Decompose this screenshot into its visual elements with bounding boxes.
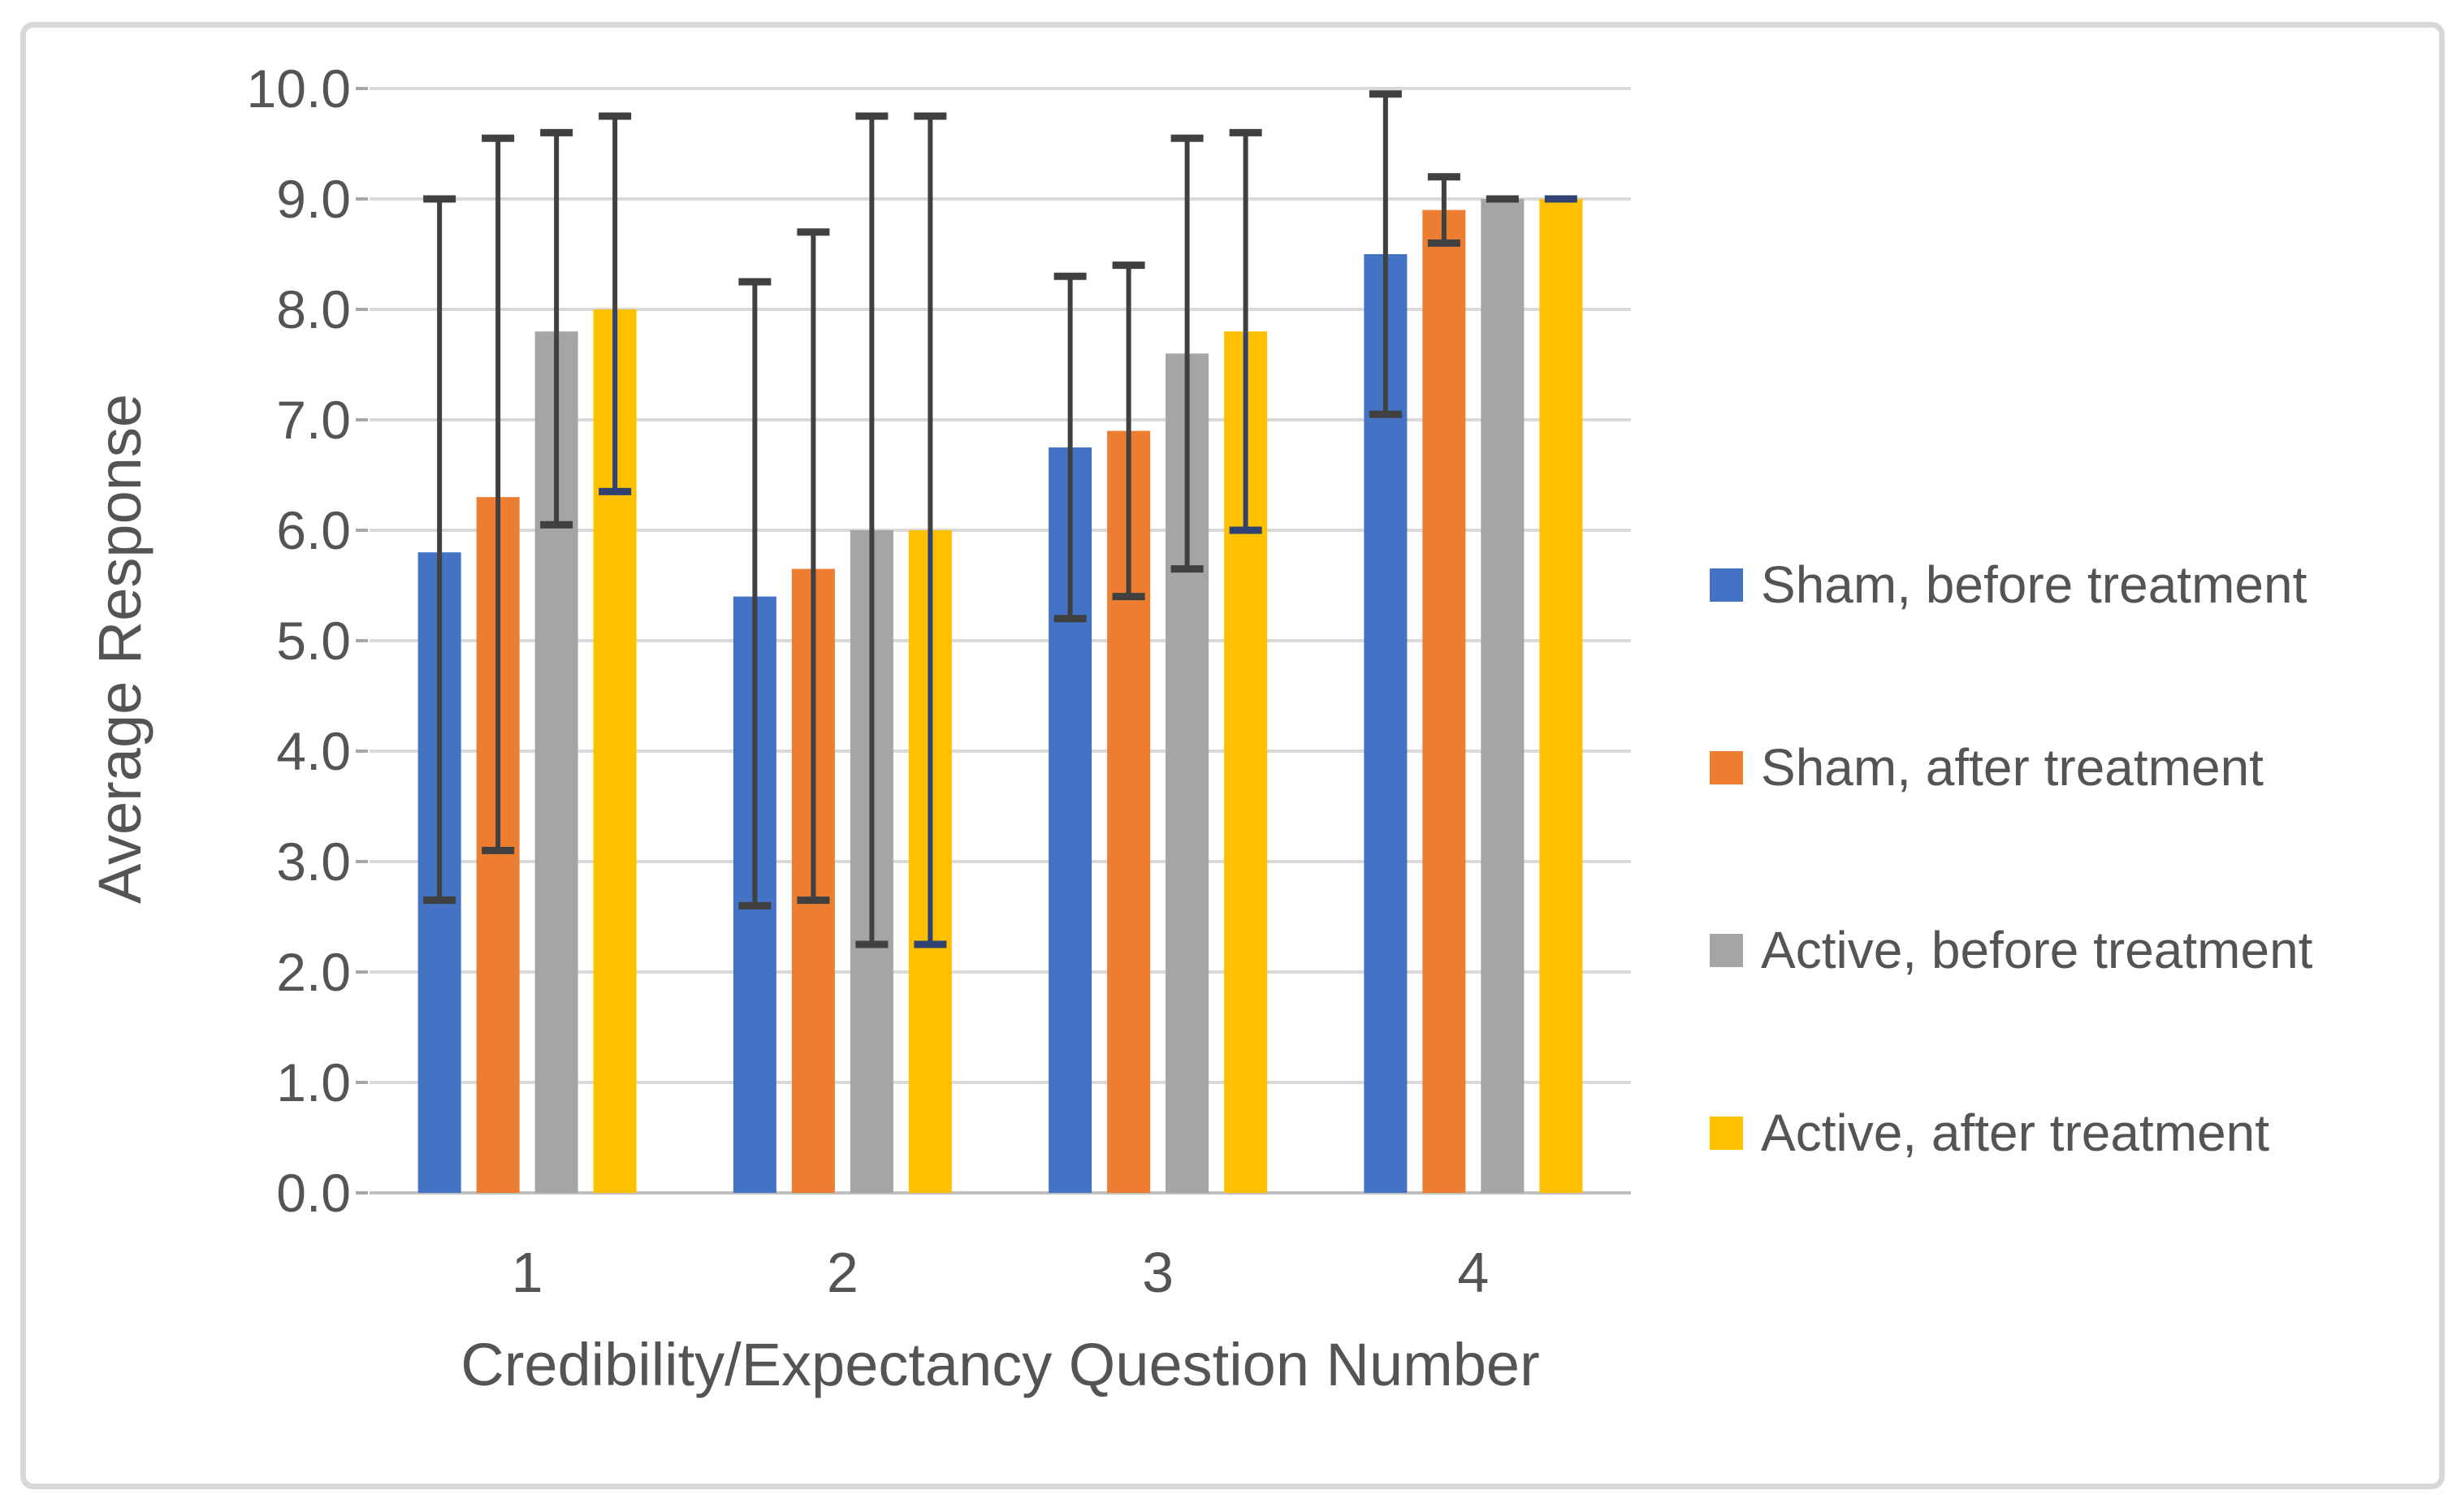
x-axis-title: Credibility/Expectancy Question Number	[461, 1331, 1540, 1398]
bar	[1539, 199, 1583, 1193]
x-category-label: 4	[1457, 1241, 1490, 1304]
y-tick-label: 4.0	[276, 721, 351, 781]
legend-label: Active, before treatment	[1761, 921, 2313, 979]
legend-label: Active, after treatment	[1761, 1104, 2270, 1162]
y-axis-title: Average Response	[86, 393, 154, 905]
legend-item: Sham, after treatment	[1710, 738, 2264, 797]
y-tick-label: 6.0	[276, 500, 351, 560]
legend-swatch	[1710, 933, 1743, 967]
x-category-label: 3	[1142, 1241, 1174, 1304]
y-tick-label: 2.0	[276, 942, 351, 1002]
legend-item: Active, after treatment	[1710, 1104, 2269, 1162]
legend-label: Sham, before treatment	[1761, 555, 2307, 614]
x-category-label: 2	[826, 1241, 859, 1304]
legend-swatch	[1710, 750, 1743, 784]
y-tick-label: 8.0	[276, 279, 351, 339]
figure-border	[20, 22, 2445, 1489]
legend-item: Active, before treatment	[1710, 921, 2312, 979]
legend-item: Sham, before treatment	[1710, 555, 2307, 614]
x-category-label: 1	[511, 1241, 543, 1304]
legend-swatch	[1710, 568, 1743, 602]
legend-label: Sham, after treatment	[1761, 738, 2264, 797]
y-tick-label: 10.0	[246, 58, 351, 119]
legend-swatch	[1710, 1116, 1743, 1150]
y-tick-label: 7.0	[276, 390, 351, 450]
y-tick-label: 5.0	[276, 611, 351, 671]
y-tick-label: 9.0	[276, 169, 351, 229]
bar	[1481, 199, 1525, 1193]
y-tick-label: 3.0	[276, 832, 351, 892]
bar	[1422, 210, 1466, 1194]
y-tick-label: 1.0	[276, 1052, 351, 1112]
y-tick-label: 0.0	[276, 1163, 351, 1223]
